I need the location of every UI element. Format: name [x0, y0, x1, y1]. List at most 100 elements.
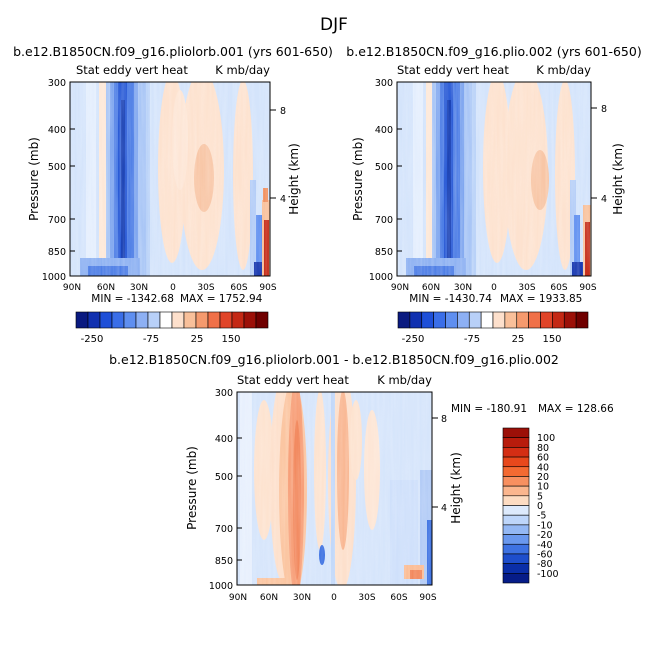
colorbar-swatch: [433, 311, 446, 329]
panel-1-ytick: 850: [48, 247, 66, 258]
colorbar-label: 40: [537, 462, 549, 473]
panel-3-xtick: 30S: [358, 593, 375, 603]
panel-1-ylabel: Pressure (mb): [27, 137, 41, 221]
panel-3-colorbar: [502, 427, 530, 584]
colorbar-swatch: [516, 311, 529, 329]
colorbar-swatch: [135, 311, 149, 329]
panel-2-colorbar-label: 150: [542, 334, 561, 345]
colorbar-swatch: [183, 311, 197, 329]
panel-1-ytick: 300: [48, 78, 66, 89]
colorbar-swatch: [207, 311, 221, 329]
panel-1-ylabel-right: Height (km): [287, 143, 301, 214]
panel-2-xtick: 0: [491, 283, 497, 293]
panel-2-ytick: 700: [375, 215, 393, 226]
panel-2-xtick: 30S: [518, 283, 535, 293]
panel-3-title: b.e12.B1850CN.f09_g16.pliolorb.001 - b.e…: [109, 352, 559, 367]
colorbar-swatch: [563, 311, 577, 329]
panel-3-max-label: MAX = 128.66: [538, 403, 614, 415]
panel-3-xtick: 60N: [260, 593, 278, 603]
panel-2-min-label: MIN = -1430.74: [409, 293, 492, 305]
colorbar-swatch: [502, 456, 530, 468]
panel-2-height-axis: 8 4 Height (km): [591, 104, 625, 215]
colorbar-swatch: [502, 495, 530, 506]
panel-2: b.e12.B1850CN.f09_g16.plio.002 (yrs 601-…: [346, 44, 641, 345]
colorbar-swatch: [492, 311, 506, 329]
colorbar-swatch: [528, 311, 541, 329]
panel-3-ytick: 300: [215, 388, 233, 399]
panel-3-ytick-right: 8: [441, 414, 447, 425]
panel-1-xtick: 30S: [197, 283, 214, 293]
panel-2-right-subtitle: K mb/day: [536, 63, 591, 77]
panel-3-x-axis: 90N 60N 30N 0 30S 60S 90S: [229, 593, 437, 603]
panel-3-xtick: 60S: [390, 593, 407, 603]
colorbar-swatch: [99, 311, 113, 329]
panel-1-ytick-right: 8: [280, 106, 286, 117]
panel-2-ytick-right: 8: [601, 104, 607, 115]
colorbar-label: 80: [537, 443, 549, 454]
panel-3-ylabel-right: Height (km): [449, 452, 463, 523]
colorbar-swatch: [111, 311, 125, 329]
panel-1-xtick: 30N: [130, 283, 148, 293]
colorbar-label: 0: [537, 501, 543, 512]
panel-3-y-axis: 300 400 500 700 850 1000 Pressure (mb): [185, 388, 242, 592]
panel-2-colorbar-label: 25: [512, 334, 525, 345]
colorbar-swatch: [502, 466, 530, 477]
panel-1-height-axis: 8 4 Height (km): [270, 106, 301, 215]
panel-1-colorbar-label: 150: [221, 334, 240, 345]
panel-2-ytick: 300: [375, 78, 393, 89]
panel-3-ytick-right: 4: [441, 503, 447, 514]
panel-2-xtick: 30N: [454, 283, 472, 293]
colorbar-swatch: [502, 534, 530, 545]
panel-3-right-subtitle: K mb/day: [377, 373, 432, 387]
panel-1-left-subtitle: Stat eddy vert heat: [76, 63, 188, 77]
colorbar-label: -100: [537, 569, 559, 580]
panel-3-ytick: 700: [215, 524, 233, 535]
panel-1: b.e12.B1850CN.f09_g16.pliolorb.001 (yrs …: [13, 44, 333, 345]
panel-3-ytick: 400: [215, 434, 233, 445]
panel-2-max-label: MAX = 1933.85: [500, 293, 582, 305]
panel-1-right-subtitle: K mb/day: [215, 63, 270, 77]
panel-2-ytick-right: 4: [601, 194, 607, 205]
panel-2-colorbar: [397, 311, 589, 329]
panel-1-ytick: 400: [48, 125, 66, 136]
colorbar-swatch: [243, 311, 257, 329]
colorbar-label: -80: [537, 559, 553, 570]
panel-3-min-label: MIN = -180.91: [451, 403, 527, 415]
colorbar-swatch: [502, 573, 530, 584]
colorbar-swatch: [457, 311, 470, 329]
panel-1-xtick: 60S: [230, 283, 247, 293]
colorbar-swatch: [502, 563, 530, 574]
colorbar-swatch: [502, 524, 530, 535]
panel-2-xtick: 60S: [550, 283, 567, 293]
colorbar-swatch: [219, 311, 233, 329]
colorbar-swatch: [502, 505, 530, 516]
panel-3-left-subtitle: Stat eddy vert heat: [237, 373, 349, 387]
colorbar-label: 60: [537, 453, 549, 464]
colorbar-swatch: [468, 311, 482, 329]
panel-1-ytick: 1000: [42, 272, 66, 283]
panel-2-ytick: 400: [375, 125, 393, 136]
panel-1-max-label: MAX = 1752.94: [180, 293, 263, 305]
colorbar-swatch: [123, 311, 137, 329]
panel-3: b.e12.B1850CN.f09_g16.pliolorb.001 - b.e…: [109, 352, 614, 603]
colorbar-swatch: [502, 514, 530, 526]
panel-2-xtick: 90N: [391, 283, 409, 293]
panel-3-ytick: 850: [215, 556, 233, 567]
colorbar-label: 5: [537, 491, 543, 502]
panel-1-xtick: 90S: [259, 283, 276, 293]
panel-1-colorbar-label: -250: [81, 334, 104, 345]
panel-2-xtick: 90S: [579, 283, 596, 293]
panel-3-ylabel: Pressure (mb): [185, 446, 199, 530]
panel-2-plot-area: [396, 81, 592, 277]
colorbar-label: 100: [537, 433, 555, 444]
colorbar-swatch: [445, 311, 458, 329]
panel-2-x-axis: 90N 60N 30N 0 30S 60S 90S: [391, 283, 597, 293]
panel-1-colorbar: [75, 311, 269, 329]
panel-3-xtick: 90N: [229, 593, 247, 603]
colorbar-label: -40: [537, 540, 553, 551]
panel-1-xtick: 90N: [63, 283, 81, 293]
panel-2-y-axis: 300 400 500 700 850 1000 Pressure (mb): [351, 78, 402, 283]
panel-1-colorbar-label: 25: [191, 334, 204, 345]
